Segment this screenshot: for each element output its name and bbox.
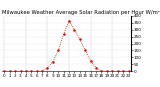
- Text: Milwaukee Weather Average Solar Radiation per Hour W/m² (Last 24 Hours): Milwaukee Weather Average Solar Radiatio…: [2, 10, 160, 15]
